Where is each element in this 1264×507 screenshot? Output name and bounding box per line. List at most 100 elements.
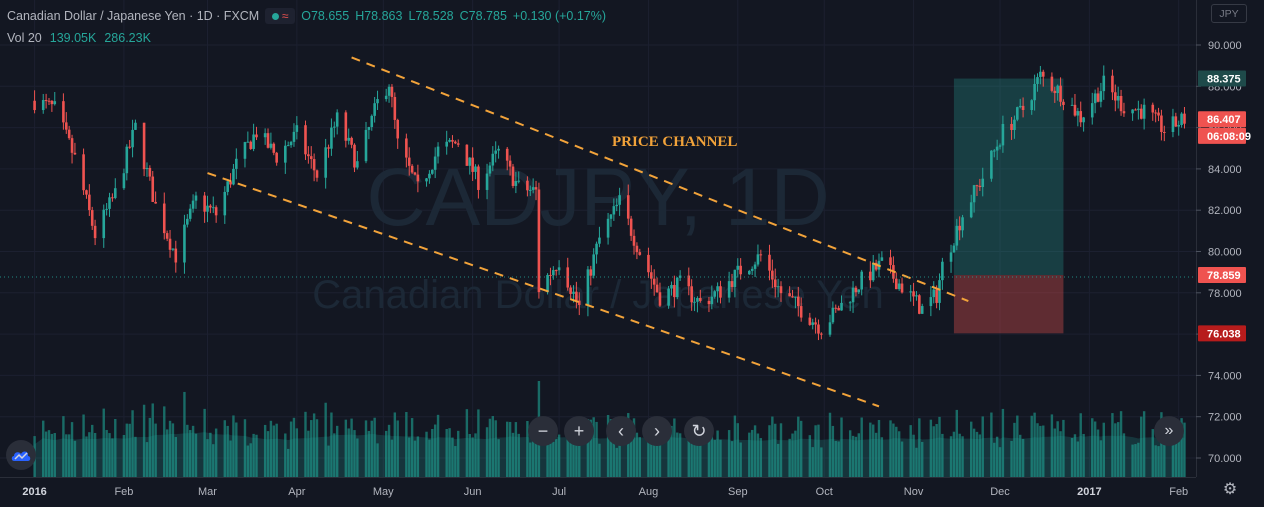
change-value: +0.130 (+0.17%) (512, 9, 607, 23)
volume-bar (578, 430, 581, 477)
volume-bar (569, 438, 572, 477)
scroll-left-button[interactable]: ‹ (606, 416, 636, 446)
tradingview-logo[interactable] (6, 440, 36, 470)
candle-body (1122, 111, 1126, 114)
candle-body (900, 283, 904, 293)
candle-body (370, 115, 374, 128)
candle-body (393, 97, 397, 120)
volume-bar (310, 420, 313, 477)
volume-bar (47, 430, 51, 477)
candle-body (309, 156, 313, 160)
candle-body (566, 267, 570, 288)
time-tick-label: 2017 (1077, 486, 1101, 498)
volume-bar (1082, 433, 1085, 477)
candle-body (405, 138, 408, 158)
candle-body (992, 150, 996, 152)
volume-bar (330, 412, 333, 477)
candle-body (1010, 123, 1013, 131)
candle-body (618, 195, 621, 205)
candle-body (1160, 115, 1163, 132)
volume-label[interactable]: Vol 20 (7, 31, 42, 45)
volume-bar (134, 436, 137, 477)
candle-body (912, 291, 915, 297)
volume-bar (243, 419, 247, 477)
market-status-badge[interactable]: ≈ (265, 8, 296, 24)
candle-body (609, 214, 613, 219)
volume-bar (1174, 427, 1178, 477)
volume-bar (531, 440, 535, 477)
chart-legend: Canadian Dollar / Japanese Yen · 1D · FX… (7, 7, 606, 47)
volume-bar (877, 419, 881, 477)
candle-body (344, 112, 348, 141)
candle-body (108, 197, 111, 209)
candle-body (811, 322, 815, 325)
candle-body (831, 307, 835, 323)
long-position-tool[interactable] (953, 78, 1064, 334)
volume-bar (958, 433, 961, 477)
candle-body (266, 133, 270, 148)
gear-icon[interactable]: ⚙ (1222, 481, 1238, 498)
candle-body (1171, 116, 1175, 133)
candle-body (632, 235, 636, 246)
candle-body (88, 194, 91, 211)
volume-bar (252, 433, 255, 477)
candle-body (814, 322, 817, 325)
volume-bar (895, 426, 898, 477)
volume-bar (652, 426, 656, 477)
candle-body (44, 100, 48, 102)
candle-body (508, 160, 512, 167)
candle-body (64, 122, 68, 130)
volume-bar (44, 431, 48, 477)
volume-bar (981, 416, 984, 477)
zoom-in-button[interactable]: + (564, 416, 594, 446)
volume-bar (1142, 411, 1146, 477)
volume-bar (105, 429, 108, 477)
volume-bar (647, 420, 650, 477)
volume-bar (151, 403, 154, 477)
candle-body (214, 207, 218, 216)
volume-bar (154, 423, 157, 477)
candle-body (1183, 113, 1186, 124)
candle-body (246, 141, 250, 143)
volume-bar (774, 423, 777, 477)
scroll-right-button[interactable]: › (642, 416, 672, 446)
candle-body (860, 271, 863, 290)
candle-body (1013, 119, 1016, 131)
candle-body (739, 265, 742, 275)
channel-lower-line (207, 172, 880, 408)
candle-body (572, 291, 575, 294)
candle-body (586, 269, 590, 305)
candle-body (111, 197, 114, 199)
candle-body (494, 150, 497, 154)
price-label-countdown: 06:08:09 (1207, 131, 1251, 143)
candle-body (557, 267, 561, 271)
reset-chart-button[interactable]: ↻ (684, 416, 714, 446)
volume-bar (932, 426, 935, 477)
candle-body (531, 187, 535, 190)
candle-body (837, 307, 840, 311)
candle-body (840, 302, 843, 311)
currency-badge[interactable]: JPY (1211, 4, 1247, 23)
price-channel[interactable] (207, 56, 969, 408)
candle-body (249, 141, 253, 149)
volume-bar (1096, 429, 1100, 477)
candle-body (171, 248, 175, 250)
volume-bar (869, 422, 872, 477)
volume-bar (889, 420, 892, 477)
zoom-out-button[interactable]: − (528, 416, 558, 446)
symbol-title[interactable]: Canadian Dollar / Japanese Yen · 1D · FX… (7, 9, 260, 23)
volume-bar (794, 430, 797, 477)
candle-body (1053, 90, 1057, 94)
time-axis[interactable]: 2016 Feb Mar Apr May Jun Jul Aug Sep Oct Nov Dec 201… (0, 477, 1196, 499)
volume-bar (1183, 422, 1186, 477)
volume-bar (1010, 440, 1013, 477)
volume-bar (748, 432, 751, 477)
candle-body (748, 270, 751, 275)
scroll-to-realtime-button[interactable]: » (1154, 416, 1184, 446)
volume-bar (918, 418, 921, 477)
price-tick-label: 70.000 (1208, 453, 1242, 465)
candle-body (1079, 111, 1083, 123)
candle-body (148, 167, 152, 177)
candle-body (949, 252, 953, 262)
